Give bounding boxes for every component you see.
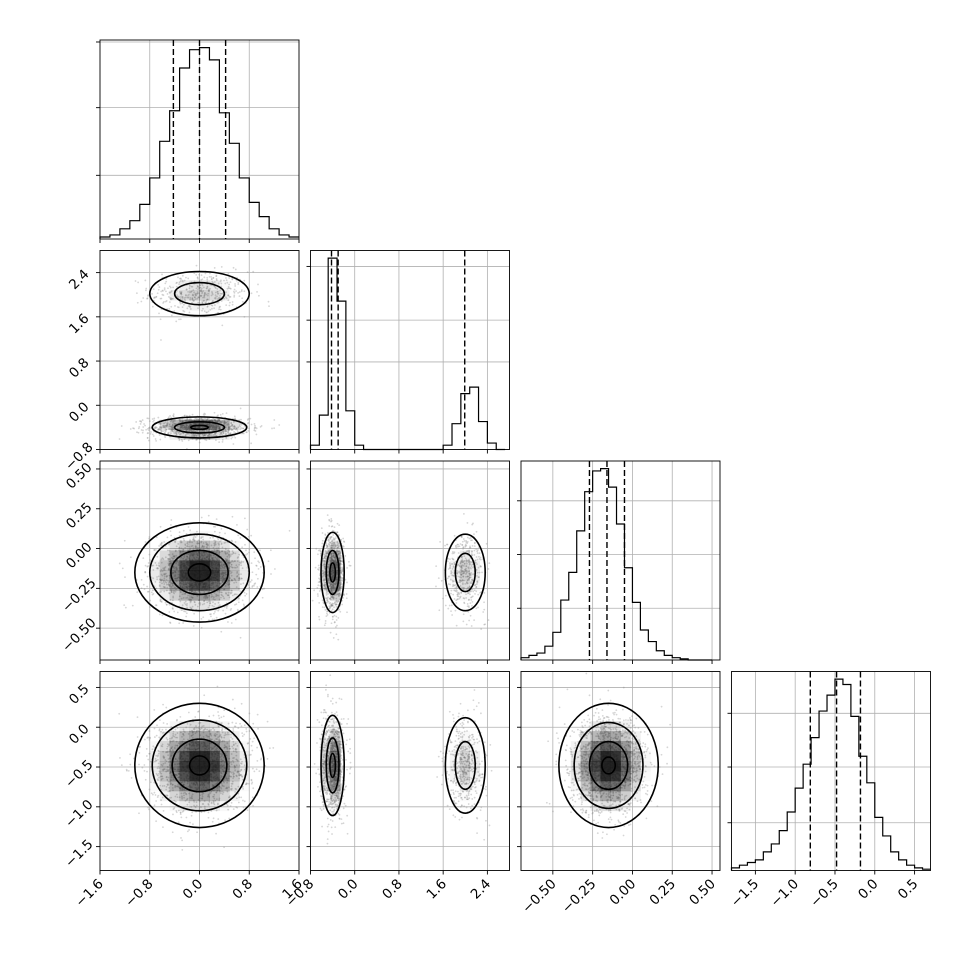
pair-2-3-xtick-label-4: 0.50 xyxy=(686,876,719,909)
pair-2-3-contour-0-0 xyxy=(601,756,617,775)
hist-3-xtick-label-3: 0.0 xyxy=(855,876,882,903)
pair-0-1-contour-0-0 xyxy=(173,281,226,306)
histogram-panel-0 xyxy=(96,39,300,240)
hist-3-xtick-label-1: −1.0 xyxy=(768,876,802,910)
pair-0-3-ytick-label-0: −1.5 xyxy=(62,836,96,870)
pair-1-2-contour-1-0 xyxy=(454,552,477,593)
pair-0-2-density xyxy=(149,540,250,611)
pair-2-3-xtick-label-0: −0.50 xyxy=(519,876,560,917)
pair-0-2-contour-0-0 xyxy=(187,563,212,582)
pair-0-2-ytick-label-0: −0.50 xyxy=(59,615,100,656)
pair-0-3-xtick-label-1: −0.8 xyxy=(122,876,156,910)
pair-0-3-xtick-label-0: −1.6 xyxy=(72,876,106,910)
pair-1-3-frame xyxy=(310,671,510,871)
pair-0-3-contour-0-2 xyxy=(151,719,248,812)
pair-0-2-ytick-label-3: 0.25 xyxy=(63,500,96,533)
pair-1-3-contour-0-2 xyxy=(320,714,346,817)
pair-2-3-frame xyxy=(520,671,721,871)
pair-0-1-ytick-label-1: 0.0 xyxy=(66,399,93,426)
pair-0-3-contour-0-3 xyxy=(134,702,265,829)
density-panel-1-2 xyxy=(310,460,510,661)
density-panel-0-3 xyxy=(99,671,300,871)
pair-0-1-contour-1-2 xyxy=(151,416,248,439)
hist-3-xtick-label-4: 0.5 xyxy=(895,876,922,903)
pair-0-3-contour-0-1 xyxy=(171,738,228,793)
pair-2-3-xtick-label-3: 0.25 xyxy=(646,876,679,909)
pair-1-2-contour-1-1 xyxy=(444,533,486,612)
pair-1-3-xtick-label-1: 0.0 xyxy=(335,876,362,903)
density-panel-1-3 xyxy=(310,671,510,871)
hist-3-xtick-label-0: −1.5 xyxy=(728,876,762,910)
hist-2-frame xyxy=(520,460,721,661)
pair-0-2-contour-0-2 xyxy=(148,533,251,612)
pair-0-2-ytick-label-1: −0.25 xyxy=(59,575,100,616)
pair-1-3-xtick-label-4: 2.4 xyxy=(468,876,495,903)
pair-0-2-contour-0-3 xyxy=(134,521,265,623)
pair-1-2-frame xyxy=(310,460,510,661)
pair-1-3-xtick-label-3: 1.6 xyxy=(423,876,450,903)
pair-1-3-contour-1-1 xyxy=(444,716,486,814)
histogram-panel-3 xyxy=(727,671,931,871)
pair-1-3-xtick-label-2: 0.8 xyxy=(379,876,406,903)
pair-2-3-contour-0-1 xyxy=(588,740,629,791)
pair-0-1-ytick-label-3: 1.6 xyxy=(66,311,93,338)
pair-0-1-ytick-label-2: 0.8 xyxy=(66,355,93,382)
pair-0-3-xtick-label-2: 0.0 xyxy=(180,876,207,903)
pair-0-3-contour-0-0 xyxy=(188,755,211,776)
hist-1-frame xyxy=(310,250,510,450)
pair-1-3-contour-0-1 xyxy=(325,737,340,794)
hist-3-step-line xyxy=(730,678,931,871)
pair-1-2-contour-0-0 xyxy=(329,562,337,583)
pair-0-1-contour-1-1 xyxy=(173,421,226,434)
hist-1-step-line xyxy=(309,257,506,451)
pair-1-3-contour-0-0 xyxy=(329,752,337,779)
pair-0-3-ytick-label-2: −0.5 xyxy=(62,757,96,791)
pair-0-3-xtick-label-3: 0.8 xyxy=(230,876,257,903)
histogram-panel-2 xyxy=(517,460,721,661)
pair-0-1-contour-1-0 xyxy=(189,424,210,431)
pair-2-3-density xyxy=(570,721,651,812)
pair-0-2-contour-0-1 xyxy=(170,549,229,596)
density-panel-0-1 xyxy=(99,250,300,450)
pair-1-2-contour-0-1 xyxy=(325,549,340,596)
hist-2-step-line xyxy=(520,468,713,661)
histogram-panel-1 xyxy=(306,250,510,451)
pair-0-1-ytick-label-4: 2.4 xyxy=(66,266,93,293)
pair-1-3-contour-1-0 xyxy=(454,740,477,791)
pair-0-2-ytick-label-2: 0.00 xyxy=(63,539,96,572)
pair-0-1-contour-0-1 xyxy=(148,270,251,317)
density-panel-0-2 xyxy=(99,460,300,661)
pair-0-3-ytick-label-4: 0.5 xyxy=(66,681,93,708)
pair-2-3-xtick-label-1: −0.25 xyxy=(559,876,600,917)
density-panel-2-3 xyxy=(520,671,721,871)
pair-2-3-contour-0-3 xyxy=(558,702,660,829)
pair-2-3-xtick-label-2: 0.00 xyxy=(607,876,640,909)
hist-3-frame xyxy=(731,671,931,871)
pair-1-2-contour-0-2 xyxy=(320,531,346,614)
pair-0-3-ytick-label-1: −1.0 xyxy=(62,797,96,831)
pair-2-3-contour-0-2 xyxy=(573,721,644,810)
pair-0-3-ytick-label-3: 0.0 xyxy=(66,721,93,748)
hist-3-xtick-label-2: −0.5 xyxy=(807,876,841,910)
